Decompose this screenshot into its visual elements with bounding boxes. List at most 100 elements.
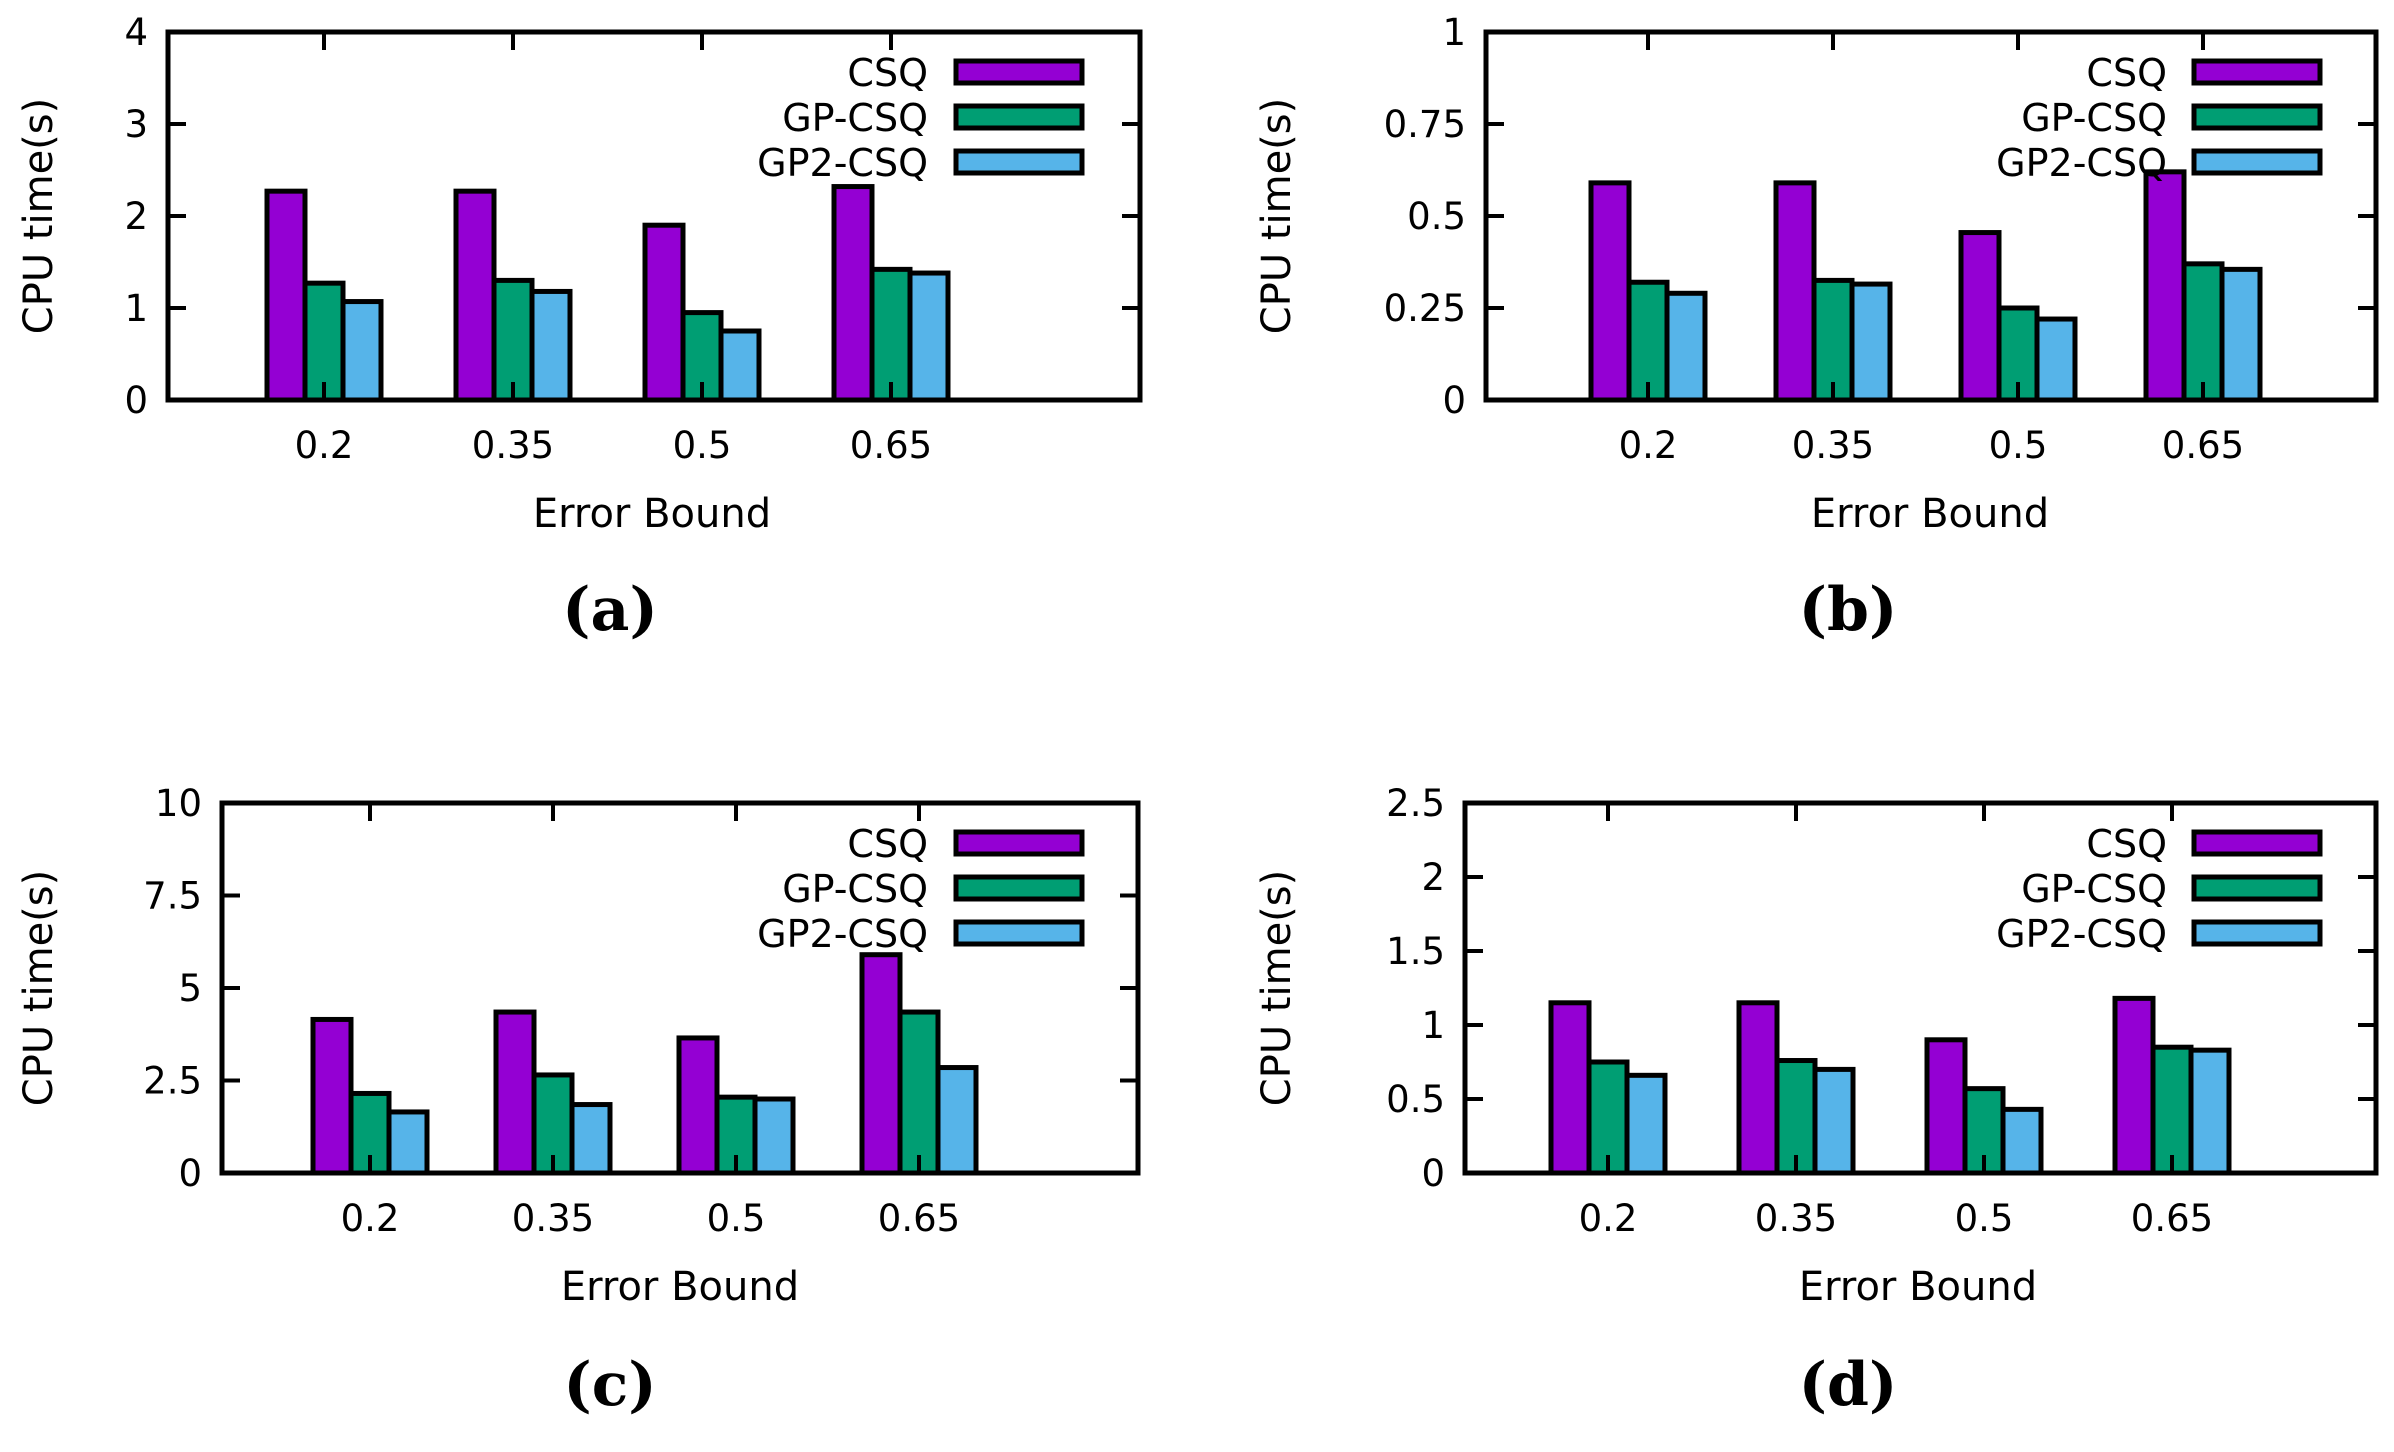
bar-gp2-csq-0.65 — [907, 270, 951, 403]
bar-gp2-csq-0.65 — [935, 1065, 979, 1176]
bar-gp2-csq-0.5 — [2034, 316, 2078, 403]
y-tick-label: 2 — [1421, 856, 1445, 899]
legend-swatch-csq — [2191, 58, 2323, 86]
x-axis-label: Error Bound — [1811, 491, 2049, 537]
legend-label-csq: CSQ — [2086, 822, 2167, 866]
panel-caption: (b) — [1799, 575, 1898, 645]
y-tick-label: 0 — [1442, 379, 1466, 422]
bar-gp2-csq-0.2 — [1624, 1072, 1668, 1176]
y-tick-label: 1.5 — [1386, 930, 1445, 973]
legend-swatch-csq — [953, 829, 1085, 857]
x-tick-label: 0.65 — [850, 424, 932, 467]
legend-swatch-gp2-csq — [953, 919, 1085, 947]
legend-swatch-gp2-csq — [2191, 919, 2323, 947]
y-tick-label: 1 — [1421, 1004, 1445, 1047]
y-tick-label: 0 — [124, 379, 148, 422]
y-tick-label: 2.5 — [1386, 782, 1445, 825]
y-tick-label: 0.75 — [1384, 103, 1466, 146]
x-axis-label: Error Bound — [1799, 1264, 2037, 1310]
x-tick-label: 0.5 — [1989, 424, 2048, 467]
y-tick-label: 1 — [1442, 11, 1466, 54]
legend-label-gp2-csq: GP2-CSQ — [1996, 912, 2167, 956]
bar-gp2-csq-0.5 — [752, 1096, 796, 1176]
x-axis-label: Error Bound — [533, 491, 771, 537]
bar-gp2-csq-0.65 — [2188, 1047, 2232, 1176]
legend-label-gp2-csq: GP2-CSQ — [757, 912, 928, 956]
x-tick-label: 0.65 — [878, 1197, 960, 1240]
bar-gp-csq-0.65 — [2181, 261, 2225, 403]
bar-csq-0.5 — [642, 222, 686, 403]
x-tick-label: 0.35 — [512, 1197, 594, 1240]
panel-caption: (a) — [562, 575, 658, 645]
bar-gp2-csq-0.65 — [2219, 266, 2263, 403]
bar-gp2-csq-0.35 — [1812, 1066, 1856, 1176]
y-tick-label: 1 — [124, 287, 148, 330]
legend-label-csq: CSQ — [847, 51, 928, 95]
legend-label-gp-csq: GP-CSQ — [2021, 867, 2167, 911]
y-axis-label: CPU time(s) — [1254, 98, 1300, 334]
chart-panel-3: 0.2 0.35 0.5 0.65 0 2.5 5 7.5 10 CSQGP-CSQGP2-CSQ… — [16, 782, 1141, 1420]
chart-panel-4: 0.2 0.35 0.5 0.65 0 0.5 1 1.5 2 2.5 CSQGP-CSQGP2-C… — [1254, 782, 2379, 1420]
y-axis-label: CPU time(s) — [16, 98, 62, 334]
legend-swatch-gp-csq — [953, 874, 1085, 902]
legend-label-csq: CSQ — [2086, 51, 2167, 95]
legend-label-gp2-csq: GP2-CSQ — [757, 141, 928, 185]
bar-csq-0.2 — [1588, 180, 1632, 403]
legend-label-gp-csq: GP-CSQ — [2021, 96, 2167, 140]
y-tick-label: 2 — [124, 195, 148, 238]
x-tick-label: 0.35 — [1755, 1197, 1837, 1240]
bar-csq-0.2 — [264, 188, 308, 403]
bar-gp2-csq-0.2 — [1664, 290, 1708, 403]
legend-swatch-csq — [2191, 829, 2323, 857]
bar-csq-0.35 — [453, 188, 497, 403]
bar-csq-0.2 — [310, 1016, 354, 1176]
x-tick-label: 0.5 — [707, 1197, 766, 1240]
y-tick-label: 0 — [1421, 1152, 1445, 1195]
x-tick-label: 0.2 — [1579, 1197, 1638, 1240]
legend-swatch-gp2-csq — [2191, 148, 2323, 176]
bar-gp2-csq-0.35 — [1849, 281, 1893, 403]
legend-label-csq: CSQ — [847, 822, 928, 866]
y-tick-label: 7.5 — [143, 875, 202, 918]
legend-swatch-gp-csq — [953, 103, 1085, 131]
bar-csq-0.35 — [493, 1009, 537, 1176]
y-tick-label: 4 — [124, 11, 148, 54]
x-tick-label: 0.65 — [2162, 424, 2244, 467]
x-tick-label: 0.5 — [1955, 1197, 2014, 1240]
bar-csq-0.2 — [1548, 1000, 1592, 1176]
bar-csq-0.65 — [831, 184, 875, 403]
bar-gp-csq-0.35 — [1811, 277, 1855, 403]
bar-gp2-csq-0.2 — [386, 1109, 430, 1176]
legend-swatch-csq — [953, 58, 1085, 86]
x-tick-label: 0.2 — [341, 1197, 400, 1240]
x-tick-label: 0.5 — [673, 424, 732, 467]
y-tick-label: 5 — [178, 967, 202, 1010]
bar-gp2-csq-0.35 — [529, 288, 573, 403]
x-tick-label: 0.35 — [1792, 424, 1874, 467]
legend-swatch-gp-csq — [2191, 103, 2323, 131]
y-tick-label: 0 — [178, 1152, 202, 1195]
bar-gp2-csq-0.5 — [2000, 1106, 2044, 1176]
bar-csq-0.5 — [1958, 230, 2002, 403]
bar-csq-0.65 — [859, 952, 903, 1176]
legend-swatch-gp2-csq — [953, 148, 1085, 176]
bar-csq-0.65 — [2112, 995, 2156, 1176]
bar-csq-0.65 — [2143, 169, 2187, 403]
panel-caption: (c) — [563, 1350, 656, 1420]
y-axis-label: CPU time(s) — [16, 870, 62, 1106]
bar-gp2-csq-0.35 — [569, 1102, 613, 1176]
panel-caption: (d) — [1799, 1350, 1898, 1420]
x-tick-label: 0.35 — [472, 424, 554, 467]
plot-frame — [165, 29, 1143, 403]
plot-frame — [219, 800, 1141, 1176]
x-tick-label: 0.65 — [2131, 1197, 2213, 1240]
plot-frame — [1483, 29, 2379, 403]
y-tick-label: 3 — [124, 103, 148, 146]
bar-gp-csq-0.65 — [897, 1009, 941, 1176]
y-tick-label: 0.25 — [1384, 287, 1466, 330]
bar-csq-0.35 — [1773, 180, 1817, 403]
legend-label-gp2-csq: GP2-CSQ — [1996, 141, 2167, 185]
bar-csq-0.5 — [1924, 1037, 1968, 1176]
